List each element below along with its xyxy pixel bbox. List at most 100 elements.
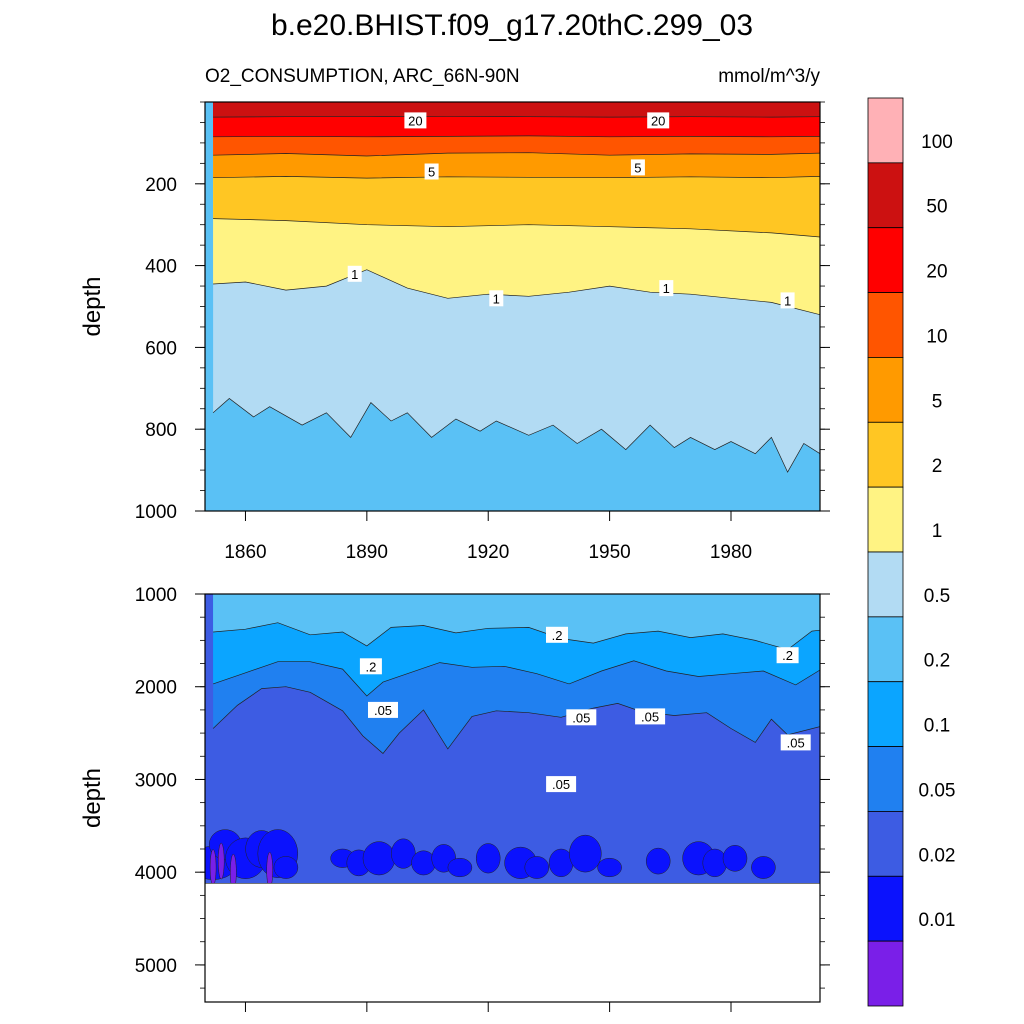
contour-line-10: [213, 152, 820, 157]
colorbar-label: 2: [932, 456, 943, 477]
contour-patch-0.01: [722, 845, 748, 872]
contour-label-text: 20: [651, 113, 665, 128]
y-tick-label: 5000: [135, 956, 177, 977]
y-axis-label: depth: [79, 768, 106, 828]
colorbar-swatch: [867, 486, 904, 553]
x-tick-label: 1890: [346, 542, 388, 563]
contour-label-text: .2: [552, 628, 563, 643]
colorbar-label: 0.5: [924, 586, 950, 607]
colorbar-swatch: [867, 292, 904, 358]
contour-patch-0.01: [597, 857, 622, 878]
contour-label-box: [359, 658, 382, 675]
contour-label: .05: [635, 708, 666, 725]
contour-line-1: [213, 269, 820, 316]
contour-label-box: [780, 292, 795, 309]
contour-line-2: [213, 218, 820, 238]
contour-label: 5: [630, 159, 645, 176]
y-tick-label: 800: [145, 420, 177, 441]
contour-label-box: [659, 280, 674, 297]
contour-label-text: 1: [351, 267, 358, 282]
colorbar-label: 0.02: [919, 845, 956, 866]
contour-label-box: [424, 163, 439, 180]
contour-line-0.05: [212, 686, 820, 755]
colorbar-swatch: [867, 551, 904, 618]
colorbar: 100 50 20 10 5 2 1 0.5 0.2 0.1 0.05 0.02 0.01: [867, 97, 956, 1007]
colorbar-swatch: [867, 421, 904, 488]
y-tick-label: 400: [145, 257, 177, 278]
x-tick-label: 1860: [224, 542, 266, 563]
colorbar-label: 1: [932, 521, 943, 542]
contour-label-text: .05: [552, 777, 570, 792]
no-data-region: [205, 883, 820, 1002]
contour-label-box: [347, 265, 362, 282]
contour-label-text: 5: [428, 165, 435, 180]
contour-patch-0.01: [447, 857, 473, 878]
colorbar-swatch: [867, 875, 904, 942]
variable-subtitle: O2_CONSUMPTION, ARC_66N-90N: [205, 66, 520, 87]
contour-field: .2 .2 .2 .05 .05 .05 .05 .05: [205, 594, 820, 1002]
contour-label: 20: [404, 112, 427, 129]
y-axis-label: depth: [79, 276, 106, 336]
contour-label-box: [780, 734, 811, 751]
contour-label: .05: [546, 776, 577, 793]
contour-label: 1: [347, 265, 362, 282]
y-tick-label: 1000: [135, 502, 177, 523]
contour-band-50: [213, 102, 820, 118]
contour-label: .05: [368, 701, 398, 718]
contour-patch-0.01: [524, 856, 550, 879]
contour-label: .05: [780, 734, 811, 751]
contour-label-box: [368, 701, 398, 718]
colorbar-label: 50: [926, 197, 947, 218]
contour-line-0.5: [212, 398, 820, 473]
contour-label: .2: [776, 647, 799, 664]
colorbar-label: 0.05: [919, 780, 956, 801]
colorbar-swatch: [867, 227, 904, 293]
contour-label-box: [404, 112, 427, 129]
colorbar-swatch: [867, 746, 904, 812]
contour-label: .2: [359, 658, 382, 675]
y-tick-label: 2000: [135, 678, 177, 699]
contour-line-50: [213, 115, 820, 118]
contour-label-text: .2: [365, 659, 376, 674]
contour-patch-0.01: [702, 848, 728, 878]
y-tick-label: 3000: [135, 771, 177, 792]
colorbar-swatch: [867, 811, 904, 877]
colorbar-label: 0.1: [924, 716, 950, 737]
contour-line-5: [213, 176, 820, 179]
contour-label-text: 1: [784, 293, 791, 308]
figure-title: b.e20.BHIST.f09_g17.20thC.299_03: [271, 9, 753, 42]
colorbar-label: 20: [926, 262, 947, 283]
colorbar-swatch: [867, 357, 904, 423]
contour-line-0.1: [212, 660, 820, 697]
contour-label-box: [489, 290, 504, 307]
colorbar-label: 5: [932, 391, 943, 412]
units-subtitle: mmol/m^3/y: [718, 66, 820, 87]
contour-label-box: [635, 708, 666, 725]
contour-label-box: [776, 647, 799, 664]
contour-label-box: [566, 709, 597, 726]
colorbar-label: 10: [926, 326, 947, 347]
contour-label-text: .05: [787, 735, 805, 750]
contour-label-text: 5: [634, 160, 641, 175]
contour-patch-0.01: [475, 843, 501, 874]
contour-label-text: .05: [374, 703, 392, 718]
contour-label-box: [630, 159, 645, 176]
contour-label-box: [546, 626, 568, 643]
contour-field: 20 20 5 5 1 1 1 1: [205, 102, 820, 511]
contour-label: .05: [566, 709, 597, 726]
contour-label: 1: [659, 280, 674, 297]
contour-patch-min: [266, 852, 273, 889]
contour-patch-0.01: [569, 834, 602, 873]
colorbar-label: 100: [921, 132, 953, 153]
contour-label-box: [546, 776, 577, 793]
y-tick-label: 1000: [135, 585, 177, 606]
upper-depth-panel: 20 20 5 5 1 1 1 1 200 400 600 800 1000 1860 1890 1920 19…: [79, 101, 830, 563]
lower-depth-panel: .2 .2 .2 .05 .05 .05 .05 .05 1000 2000 3000 4000 500…: [79, 585, 830, 1012]
y-tick-label: 600: [145, 338, 177, 359]
contour-label-text: 20: [408, 113, 422, 128]
plot-frame: [204, 593, 821, 1003]
contour-label: .2: [546, 626, 568, 643]
x-tick-label: 1950: [588, 542, 630, 563]
contour-label-text: .2: [782, 648, 793, 663]
